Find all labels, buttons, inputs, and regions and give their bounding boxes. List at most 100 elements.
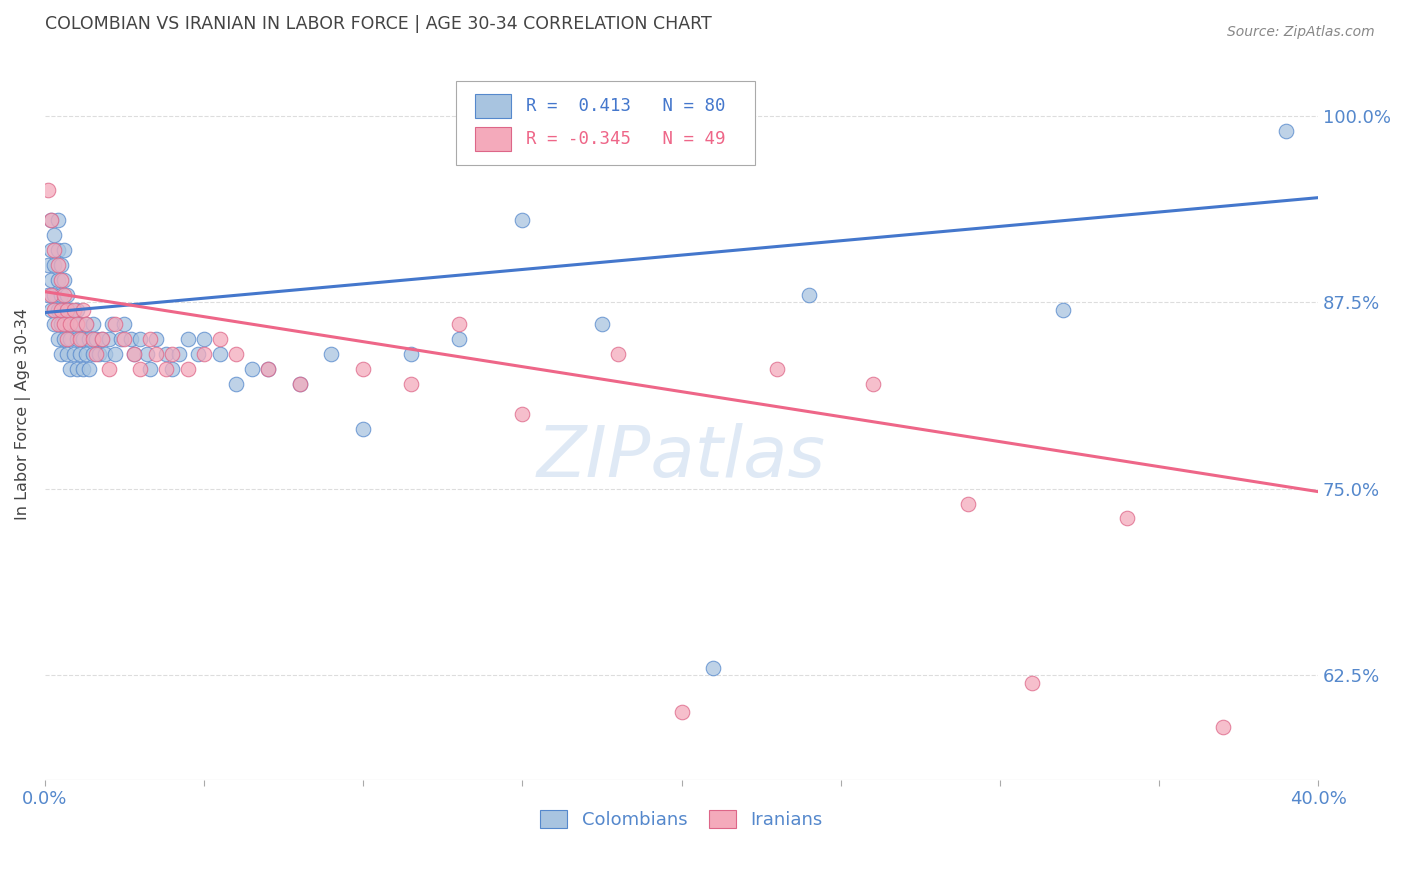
Point <box>75 347 97 361</box>
Point <box>193 333 215 347</box>
Point <box>240 362 263 376</box>
Legend: Colombians, Iranians: Colombians, Iranians <box>533 803 830 837</box>
Point <box>225 347 247 361</box>
Point <box>66 362 89 376</box>
Point <box>53 318 76 332</box>
Point <box>66 333 89 347</box>
Point <box>193 347 215 361</box>
Point <box>512 213 534 227</box>
Point <box>69 333 91 347</box>
Point <box>591 318 613 332</box>
Point <box>39 213 62 227</box>
Point <box>512 407 534 421</box>
Point <box>46 318 69 332</box>
Point <box>82 347 104 361</box>
Point <box>288 377 311 392</box>
Point <box>37 258 59 272</box>
Point <box>66 302 89 317</box>
Point <box>62 318 84 332</box>
Point <box>59 302 82 317</box>
Point <box>62 302 84 317</box>
Point <box>44 287 66 301</box>
Point <box>1116 511 1139 525</box>
Point <box>53 287 76 301</box>
FancyBboxPatch shape <box>456 81 755 165</box>
Point <box>53 302 76 317</box>
Point <box>46 302 69 317</box>
Point <box>352 422 374 436</box>
Point <box>399 347 422 361</box>
Point <box>160 347 183 361</box>
Point <box>122 347 145 361</box>
Point <box>44 227 66 242</box>
Point <box>187 347 209 361</box>
Y-axis label: In Labor Force | Age 30-34: In Labor Force | Age 30-34 <box>15 308 31 520</box>
Point <box>82 333 104 347</box>
Point <box>75 318 97 332</box>
Point <box>606 347 628 361</box>
Point <box>87 347 110 361</box>
Point <box>321 347 343 361</box>
Point <box>256 362 278 376</box>
Point <box>56 347 79 361</box>
Point <box>72 333 94 347</box>
Point <box>91 333 114 347</box>
Point <box>39 243 62 257</box>
Point <box>1052 302 1074 317</box>
Point <box>79 333 101 347</box>
Point <box>97 333 120 347</box>
Point <box>114 318 136 332</box>
Point <box>225 377 247 392</box>
Point <box>72 302 94 317</box>
Point <box>49 287 72 301</box>
Point <box>177 362 200 376</box>
Point <box>53 243 76 257</box>
Point <box>59 333 82 347</box>
Point <box>49 318 72 332</box>
Point <box>129 333 152 347</box>
Point <box>135 347 157 361</box>
Point <box>82 318 104 332</box>
Point <box>44 258 66 272</box>
Point <box>97 362 120 376</box>
Point <box>352 362 374 376</box>
Point <box>177 333 200 347</box>
Point <box>44 243 66 257</box>
Point <box>69 347 91 361</box>
Point <box>766 362 789 376</box>
Point <box>66 318 89 332</box>
Point <box>49 273 72 287</box>
Point <box>53 333 76 347</box>
Point <box>671 706 693 720</box>
Point <box>120 333 142 347</box>
Point <box>39 302 62 317</box>
Point <box>62 347 84 361</box>
Point <box>46 273 69 287</box>
Point <box>139 362 162 376</box>
Point <box>59 362 82 376</box>
Point <box>49 302 72 317</box>
Point <box>91 333 114 347</box>
Text: Source: ZipAtlas.com: Source: ZipAtlas.com <box>1227 25 1375 39</box>
Point <box>797 287 820 301</box>
Point <box>100 318 122 332</box>
Point <box>44 318 66 332</box>
Point <box>56 333 79 347</box>
Text: R =  0.413   N = 80: R = 0.413 N = 80 <box>526 97 725 115</box>
Text: COLOMBIAN VS IRANIAN IN LABOR FORCE | AGE 30-34 CORRELATION CHART: COLOMBIAN VS IRANIAN IN LABOR FORCE | AG… <box>45 15 711 33</box>
Point <box>447 333 470 347</box>
Point <box>39 273 62 287</box>
Point <box>129 362 152 376</box>
Point <box>46 333 69 347</box>
Point <box>94 347 117 361</box>
Point <box>46 213 69 227</box>
Point <box>39 213 62 227</box>
Point <box>208 347 231 361</box>
Point <box>69 318 91 332</box>
Point <box>122 347 145 361</box>
Point <box>37 183 59 197</box>
Point <box>46 243 69 257</box>
Point <box>56 318 79 332</box>
Point <box>37 287 59 301</box>
Point <box>49 347 72 361</box>
